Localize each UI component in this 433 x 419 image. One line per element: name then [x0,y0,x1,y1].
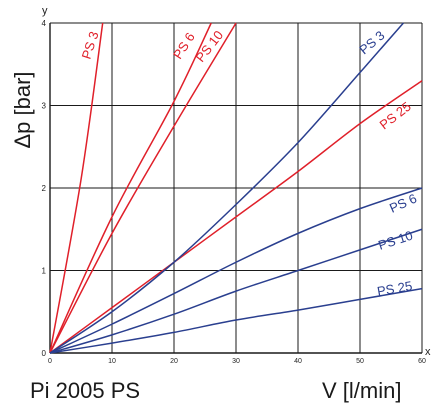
series-line [49,187,423,354]
y-tick-label: 0 [42,349,47,358]
grid [49,22,423,354]
series-label: PS 25 [377,99,414,133]
y-axis-letter: y [42,5,48,17]
series-lines [49,22,423,354]
series-line [49,287,423,354]
x-tick-label: 30 [232,358,240,365]
x-tick-label: 0 [48,358,52,365]
x-tick-label: 50 [356,358,364,365]
y-tick-label: 3 [42,102,47,111]
series-label: PS 6 [387,191,419,216]
y-axis-label: Δp [bar] [10,71,35,148]
y-tick-label: 4 [42,19,47,28]
series-line [49,22,212,354]
x-tick-label: 60 [418,358,426,365]
tick-labels: 0 10 20 30 40 50 60 0 1 2 3 4 [42,19,426,365]
series-line [49,22,404,354]
series-line [49,22,104,354]
x-tick-label: 20 [170,358,178,365]
series-label: PS 25 [376,278,413,299]
y-tick-label: 1 [42,267,47,276]
series-label: PS 3 [356,28,387,58]
y-tick-label: 2 [42,184,47,193]
series-line [49,22,237,354]
x-tick-label: 40 [294,358,302,365]
series-label: PS 10 [376,228,414,253]
chart-title: Pi 2005 PS [30,378,140,403]
x-tick-label: 10 [108,358,116,365]
x-axis-letter: x [425,346,431,358]
x-axis-label: V [l/min] [322,378,401,403]
series-line [49,228,423,354]
series-line [49,80,423,354]
